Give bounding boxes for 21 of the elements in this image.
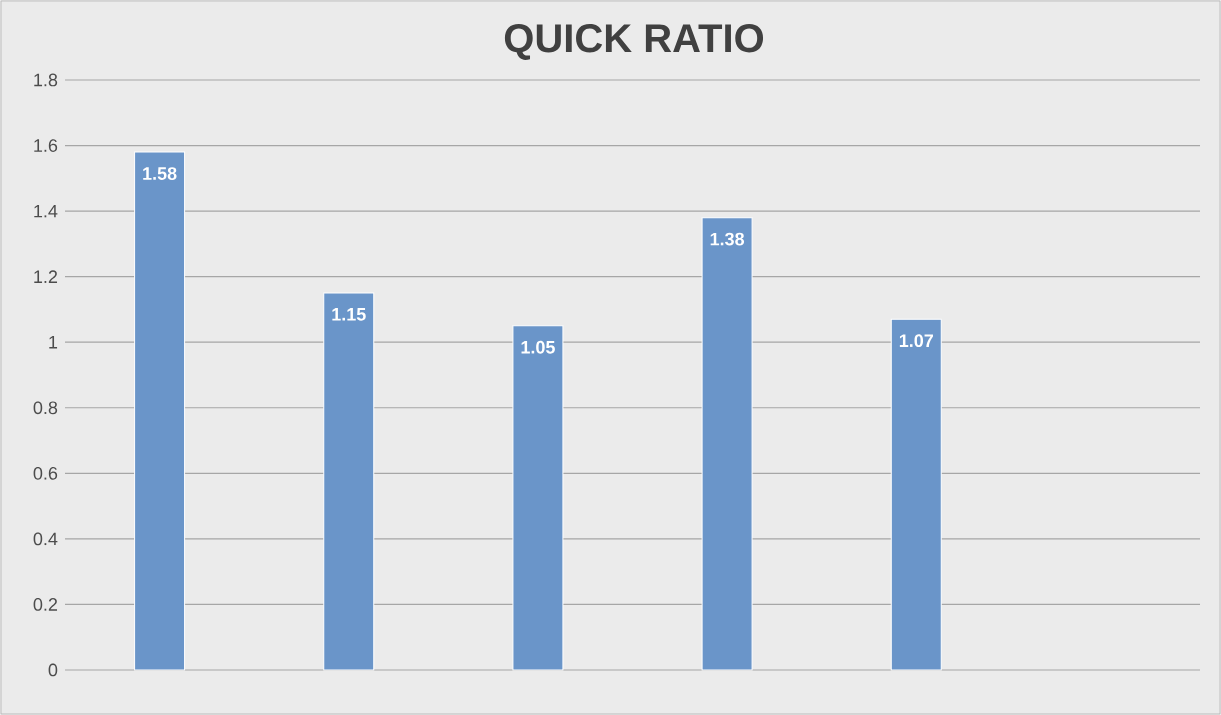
y-tick-label: 0.2: [33, 598, 58, 611]
y-tick-label: 0.8: [33, 401, 58, 415]
bar: [512, 325, 564, 671]
bar: [134, 151, 186, 671]
y-tick-label: 1.4: [34, 204, 58, 218]
y-tick-label: 1.2: [34, 270, 58, 283]
y-tick-label: 1.8: [34, 73, 58, 87]
bar: [701, 217, 753, 671]
y-tick-label: 1: [49, 336, 58, 349]
y-tick-label: 0: [48, 663, 58, 677]
data-label: 1.38: [710, 232, 745, 246]
y-tick-label: 0.6: [33, 466, 58, 480]
chart-title: QUICK RATIO: [504, 24, 764, 60]
y-tick-label: 1.6: [34, 139, 58, 152]
data-label: 1.05: [521, 340, 555, 354]
data-label: 1.58: [143, 167, 177, 180]
bar: [890, 318, 942, 671]
data-label: 1.15: [332, 308, 366, 321]
data-label: 1.07: [899, 334, 933, 348]
bar: [323, 292, 375, 671]
y-tick-label: 0.4: [33, 532, 58, 546]
